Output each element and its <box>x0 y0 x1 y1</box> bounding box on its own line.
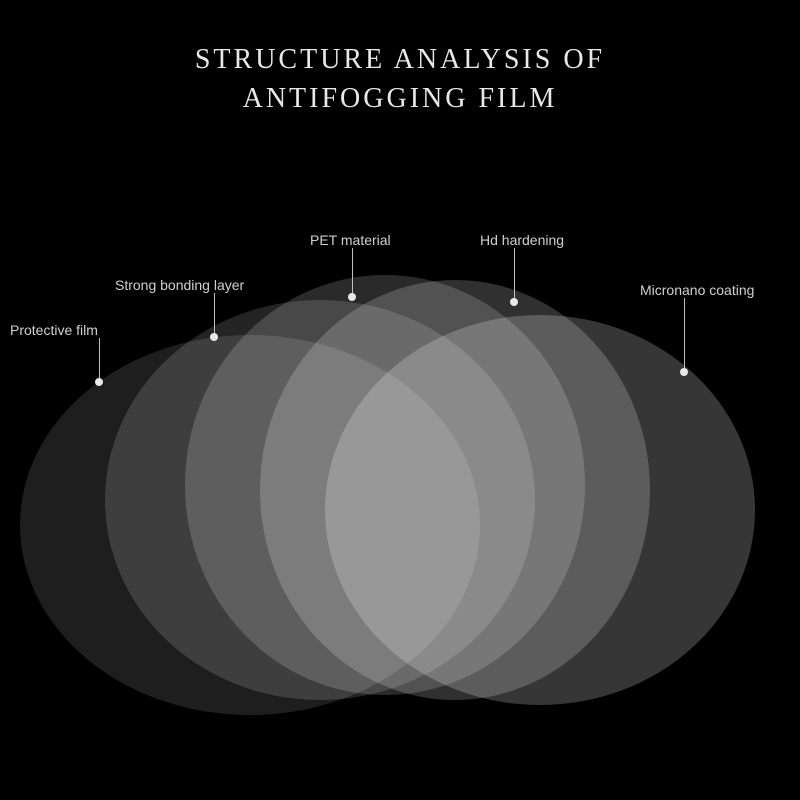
label-strong-bonding-layer: Strong bonding layer <box>115 277 244 293</box>
leader-dot-micronano-coating <box>680 368 688 376</box>
leader-dot-pet-material <box>348 293 356 301</box>
label-micronano-coating: Micronano coating <box>640 282 754 298</box>
leader-line-hd-hardening <box>514 248 515 298</box>
leader-line-micronano-coating <box>684 298 685 368</box>
label-protective-film: Protective film <box>10 322 98 338</box>
diagram-canvas: Protective film Strong bonding layer PET m… <box>0 0 800 800</box>
leader-line-pet-material <box>352 248 353 293</box>
layer-micronano-coating <box>325 315 755 705</box>
leader-dot-strong-bonding-layer <box>210 333 218 341</box>
leader-dot-protective-film <box>95 378 103 386</box>
label-hd-hardening: Hd hardening <box>480 232 564 248</box>
leader-dot-hd-hardening <box>510 298 518 306</box>
leader-line-protective-film <box>99 338 100 378</box>
leader-line-strong-bonding-layer <box>214 293 215 333</box>
label-pet-material: PET material <box>310 232 391 248</box>
